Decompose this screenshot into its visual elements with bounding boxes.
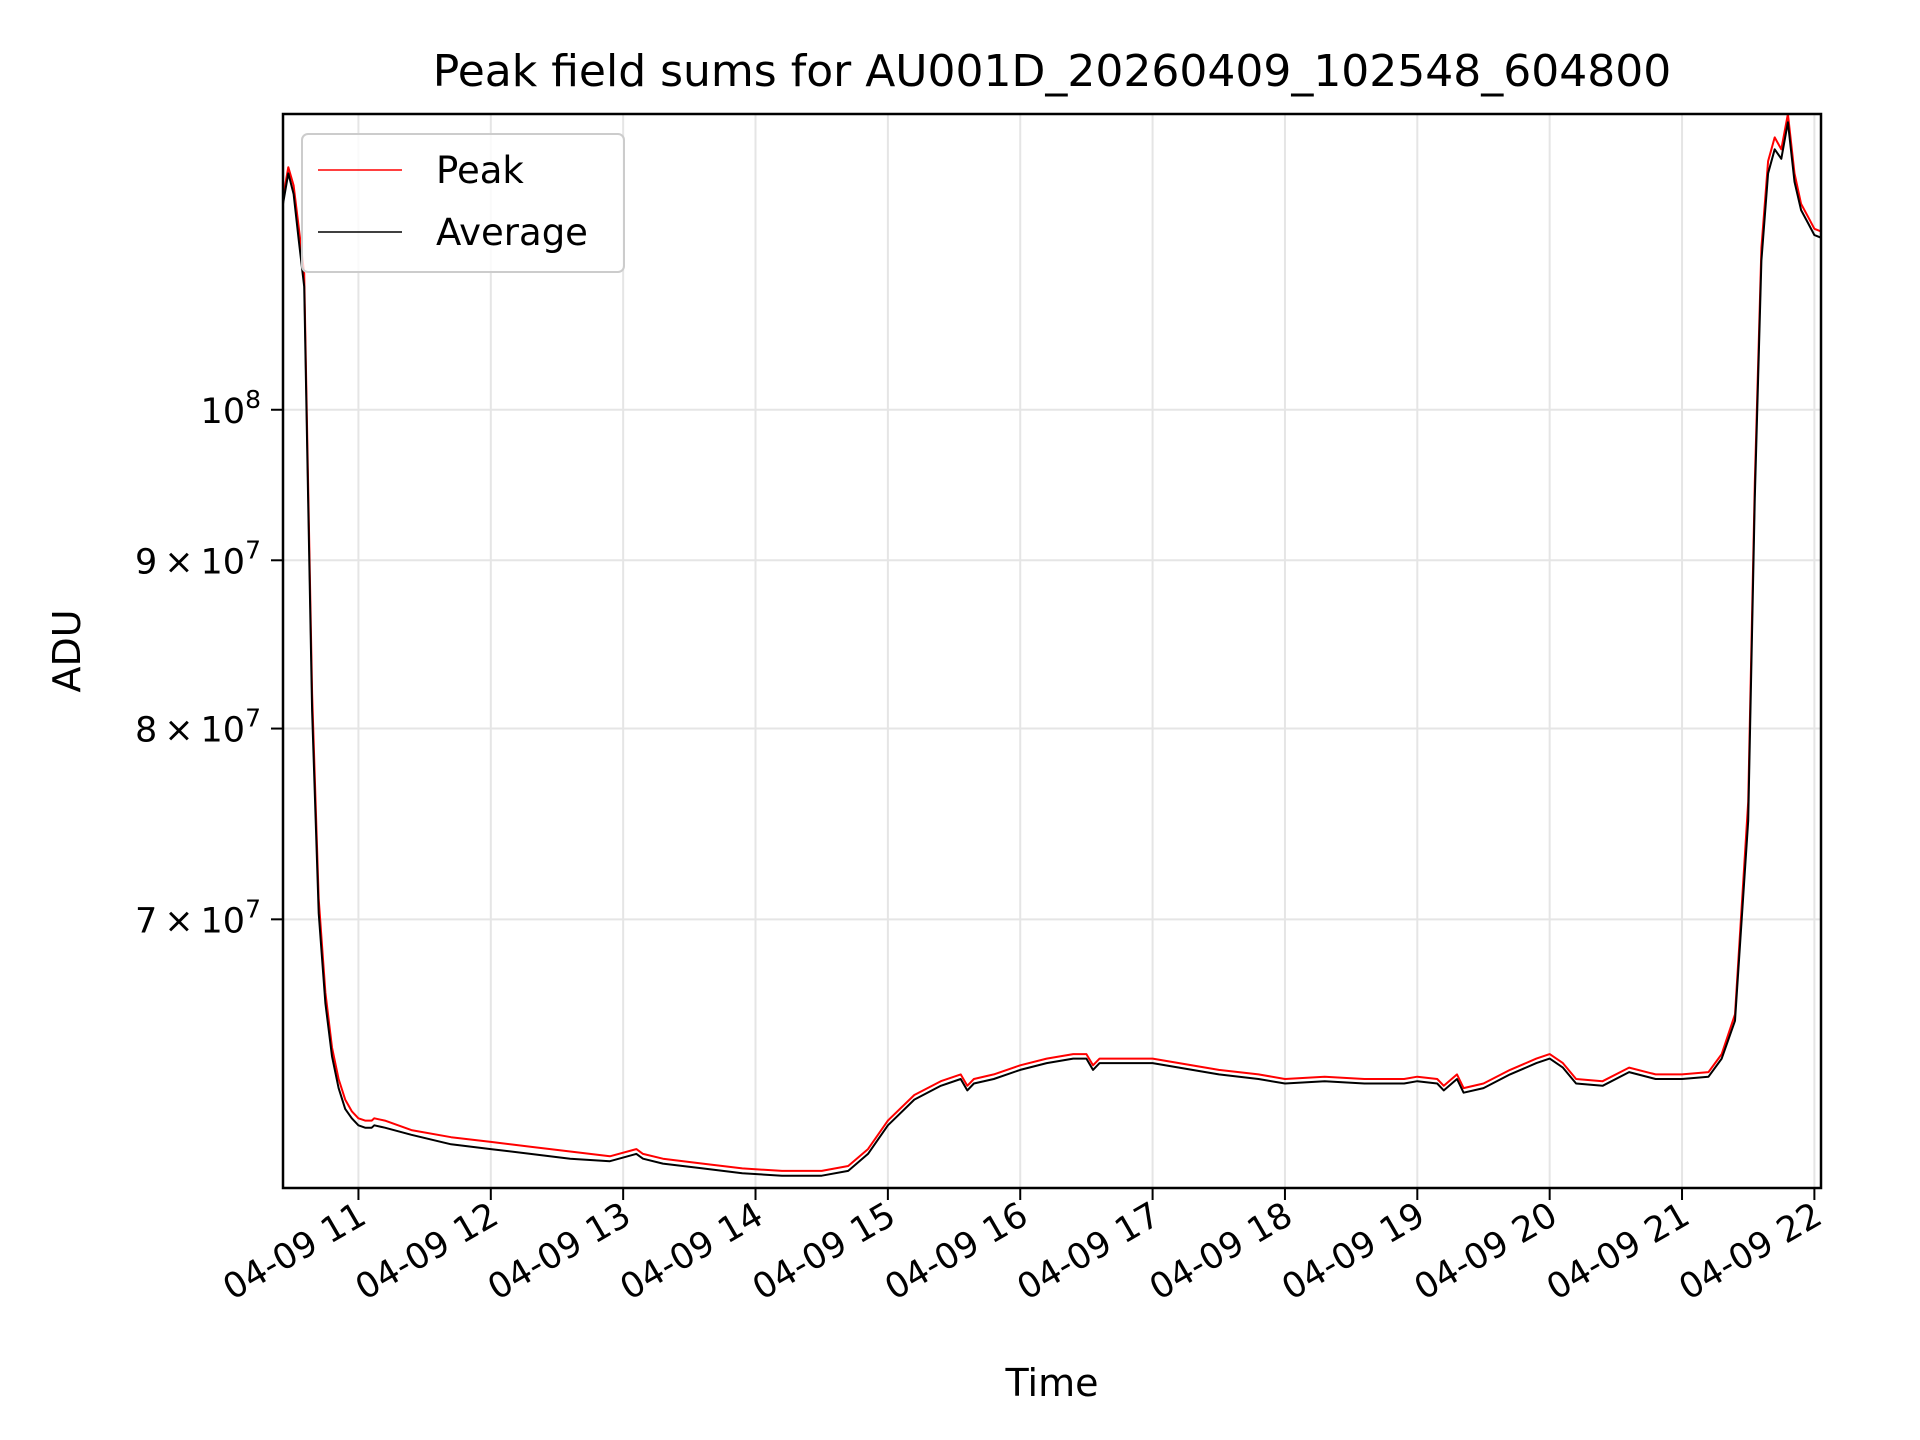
chart-title: Peak field sums for AU001D_20260409_1025… [433,46,1672,97]
y-tick-label: 9 × 107 [135,535,261,582]
y-tick-exponent: 7 [245,535,261,564]
x-axis-label: Time [1005,1361,1099,1405]
plot-frame [281,112,1823,1190]
y-tick-exponent: 8 [245,385,261,414]
y-tick-label: 7 × 107 [135,894,261,941]
series-line-peak [282,113,1822,1172]
y-tick-exponent: 7 [245,704,261,733]
legend-box [301,133,625,273]
legend-label-peak: Peak [436,149,524,192]
y-tick-exponent: 7 [245,894,261,923]
grid-lines [283,114,1821,1188]
legend: Peak Average [301,133,625,273]
y-tick-label: 8 × 107 [135,704,261,751]
legend-label-average: Average [436,211,588,254]
series-line-average [282,121,1822,1177]
y-axis-label: ADU [45,609,89,692]
plot-lines [282,113,1822,1177]
